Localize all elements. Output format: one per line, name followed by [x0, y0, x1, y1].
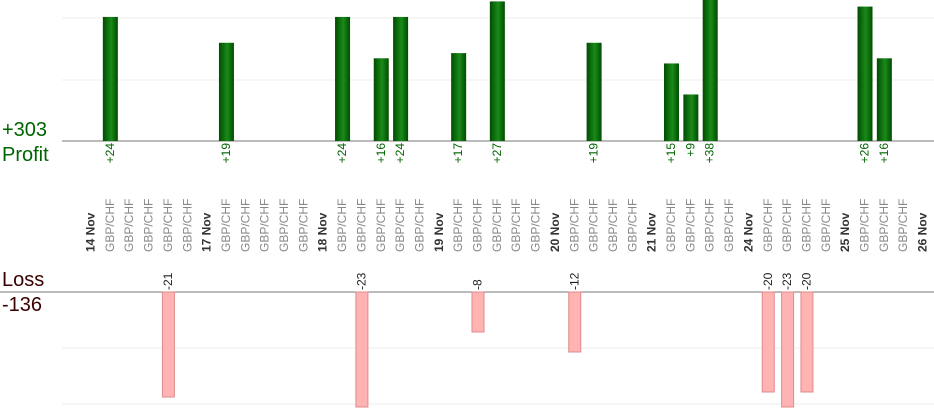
- loss-value-label: -23: [780, 272, 794, 290]
- profit-bar: [451, 53, 467, 141]
- profit-value-label: +9: [683, 143, 697, 157]
- profit-total: +303: [2, 119, 48, 141]
- date-label: 17 Nov: [200, 212, 214, 252]
- pair-label: GBP/CHF: [877, 199, 891, 252]
- profit-value-label: +24: [335, 143, 349, 164]
- pair-label: GBP/CHF: [103, 199, 117, 252]
- date-label: 26 Nov: [916, 212, 930, 252]
- date-label: 14 Nov: [84, 212, 98, 252]
- loss-value-label: -21: [161, 272, 175, 290]
- profit-bar: [489, 1, 505, 141]
- profit-value-label: +19: [219, 143, 233, 164]
- pair-label: GBP/CHF: [451, 199, 465, 252]
- loss-value-label: -20: [761, 272, 775, 290]
- pair-label: GBP/CHF: [238, 199, 252, 252]
- date-label: 21 Nov: [645, 212, 659, 252]
- date-label: 18 Nov: [316, 212, 330, 252]
- pair-label: GBP/CHF: [161, 199, 175, 252]
- pair-label: GBP/CHF: [490, 199, 504, 252]
- profit-bar: [335, 16, 351, 142]
- profit-label: Profit: [2, 144, 49, 166]
- profit-value-label: +16: [877, 143, 891, 164]
- pair-label: GBP/CHF: [664, 199, 678, 252]
- pair-label: GBP/CHF: [335, 199, 349, 252]
- pair-label: GBP/CHF: [683, 199, 697, 252]
- loss-bar: [568, 291, 582, 353]
- loss-value-label: -12: [567, 272, 581, 290]
- loss-bar: [161, 291, 175, 398]
- pair-label: GBP/CHF: [587, 199, 601, 252]
- pair-label: GBP/CHF: [471, 199, 485, 252]
- pair-label: GBP/CHF: [858, 199, 872, 252]
- pair-label: GBP/CHF: [354, 199, 368, 252]
- pair-label: GBP/CHF: [703, 199, 717, 252]
- pair-label: GBP/CHF: [219, 199, 233, 252]
- date-label: 24 Nov: [741, 212, 755, 252]
- profit-value-label: +17: [451, 143, 465, 164]
- loss-value-label: -8: [471, 279, 485, 290]
- loss-label: Loss: [2, 269, 45, 291]
- pair-label: GBP/CHF: [529, 199, 543, 252]
- loss-bar: [355, 291, 369, 408]
- profit-bar: [683, 94, 699, 141]
- profit-value-label: +24: [103, 143, 117, 164]
- profit-bar: [664, 63, 679, 142]
- profit-value-label: +19: [587, 143, 601, 164]
- loss-bar: [761, 291, 775, 393]
- profit-bar: [102, 16, 118, 142]
- labels: 14 Nov GBP/CHF +24 GBP/CHF GBP/CHF GBP/CHF -21…: [84, 143, 930, 290]
- pair-label: GBP/CHF: [374, 199, 388, 252]
- profit-bar: [373, 58, 389, 141]
- loss-bar: [781, 291, 795, 408]
- pair-label: GBP/CHF: [296, 199, 310, 252]
- profit-bar: [586, 42, 602, 141]
- profit-value-label: +26: [858, 143, 872, 164]
- bars: [102, 0, 892, 408]
- profit-bar: [876, 58, 892, 141]
- pair-label: GBP/CHF: [606, 199, 620, 252]
- profit-bar: [857, 6, 873, 141]
- loss-value-label: -20: [799, 272, 813, 290]
- profit-value-label: +15: [664, 143, 678, 164]
- pair-label: GBP/CHF: [896, 199, 910, 252]
- loss-bar: [800, 291, 814, 393]
- profit-value-label: +27: [490, 143, 504, 164]
- pair-label: GBP/CHF: [722, 199, 736, 252]
- pair-label: GBP/CHF: [122, 199, 136, 252]
- pair-label: GBP/CHF: [799, 199, 813, 252]
- date-label: 25 Nov: [838, 212, 852, 252]
- pair-label: GBP/CHF: [567, 199, 581, 252]
- loss-bar: [471, 291, 485, 333]
- loss-total: -136: [2, 294, 43, 316]
- pair-label: GBP/CHF: [761, 199, 775, 252]
- profit-bar: [702, 0, 718, 141]
- profit-bar: [393, 16, 409, 142]
- pair-label: GBP/CHF: [180, 199, 194, 252]
- date-label: 20 Nov: [548, 212, 562, 252]
- date-label: 19 Nov: [432, 212, 446, 252]
- profit-value-label: +24: [393, 143, 407, 164]
- pair-label: GBP/CHF: [819, 199, 833, 252]
- pair-label: GBP/CHF: [393, 199, 407, 252]
- pair-label: GBP/CHF: [625, 199, 639, 252]
- pair-label: GBP/CHF: [277, 199, 291, 252]
- profit-value-label: +16: [374, 143, 388, 164]
- pair-label: GBP/CHF: [258, 199, 272, 252]
- pair-label: GBP/CHF: [509, 199, 523, 252]
- loss-value-label: -23: [354, 272, 368, 290]
- pair-label: GBP/CHF: [780, 199, 794, 252]
- pair-label: GBP/CHF: [412, 199, 426, 252]
- pair-label: GBP/CHF: [142, 199, 156, 252]
- profit-bar: [218, 42, 234, 141]
- profit-value-label: +38: [703, 143, 717, 164]
